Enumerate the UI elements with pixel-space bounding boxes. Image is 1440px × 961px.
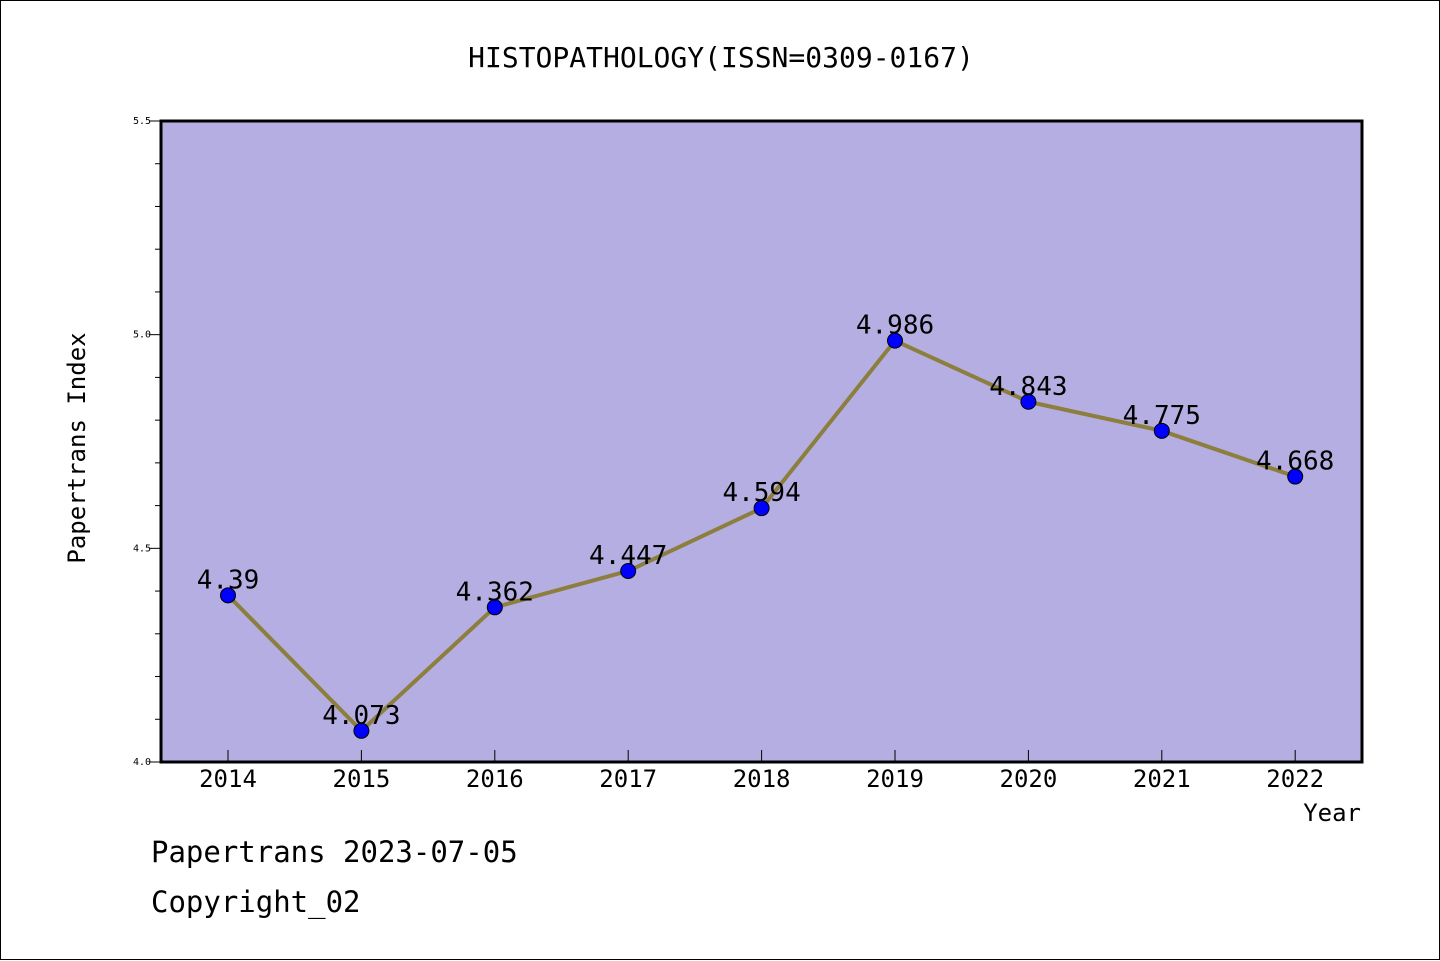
data-point — [1153, 422, 1170, 439]
data-point — [887, 332, 903, 349]
data-label: 4.668 — [1256, 447, 1334, 477]
data-point — [753, 500, 770, 517]
x-tick-label: 2017 — [599, 765, 657, 793]
data-label: 4.39 — [197, 565, 260, 595]
y-axis: 4.0 4.5 5.0 5.5 — [133, 116, 161, 768]
data-label: 4.986 — [856, 311, 934, 341]
x-axis: 2014 2015 2016 2017 2018 2019 2020 2021 2022 — [199, 750, 1324, 793]
x-axis-label: Year — [1303, 799, 1361, 827]
data-point — [1287, 468, 1304, 485]
data-point — [220, 587, 236, 604]
x-tick-label: 2021 — [1133, 765, 1191, 793]
data-point — [1020, 393, 1037, 410]
x-tick-label: 2014 — [199, 765, 257, 793]
y-tick-label: 5.0 — [133, 330, 151, 341]
data-point — [353, 722, 370, 739]
y-tick-label: 4.5 — [133, 543, 151, 554]
data-label: 4.843 — [989, 372, 1067, 402]
data-point — [620, 562, 637, 579]
x-tick-label: 2022 — [1266, 765, 1324, 793]
chart-title: HISTOPATHOLOGY(ISSN=0309-0167) — [468, 41, 974, 74]
y-axis-label: Papertrans Index — [63, 332, 91, 563]
y-tick-label: 5.5 — [133, 116, 151, 127]
plot-area — [159, 119, 1364, 764]
footer-copyright-text: Copyright_02 — [151, 885, 361, 919]
footer-date-text: Papertrans 2023-07-05 — [151, 835, 518, 869]
data-point — [486, 599, 503, 616]
y-tick-label: 4.0 — [133, 757, 151, 768]
x-tick-label: 2020 — [1000, 765, 1058, 793]
data-label: 4.775 — [1123, 401, 1201, 431]
data-label: 4.594 — [722, 478, 800, 508]
x-tick-label: 2018 — [733, 765, 791, 793]
data-label: 4.073 — [322, 701, 400, 731]
data-label: 4.447 — [589, 541, 667, 571]
x-tick-label: 2015 — [333, 765, 391, 793]
series-group: 4.39 4.073 4.362 4.447 4.594 4.986 4.843 4.775 4… — [197, 311, 1334, 739]
x-tick-label: 2019 — [866, 765, 924, 793]
x-tick-label: 2016 — [466, 765, 524, 793]
data-label: 4.362 — [456, 577, 534, 607]
